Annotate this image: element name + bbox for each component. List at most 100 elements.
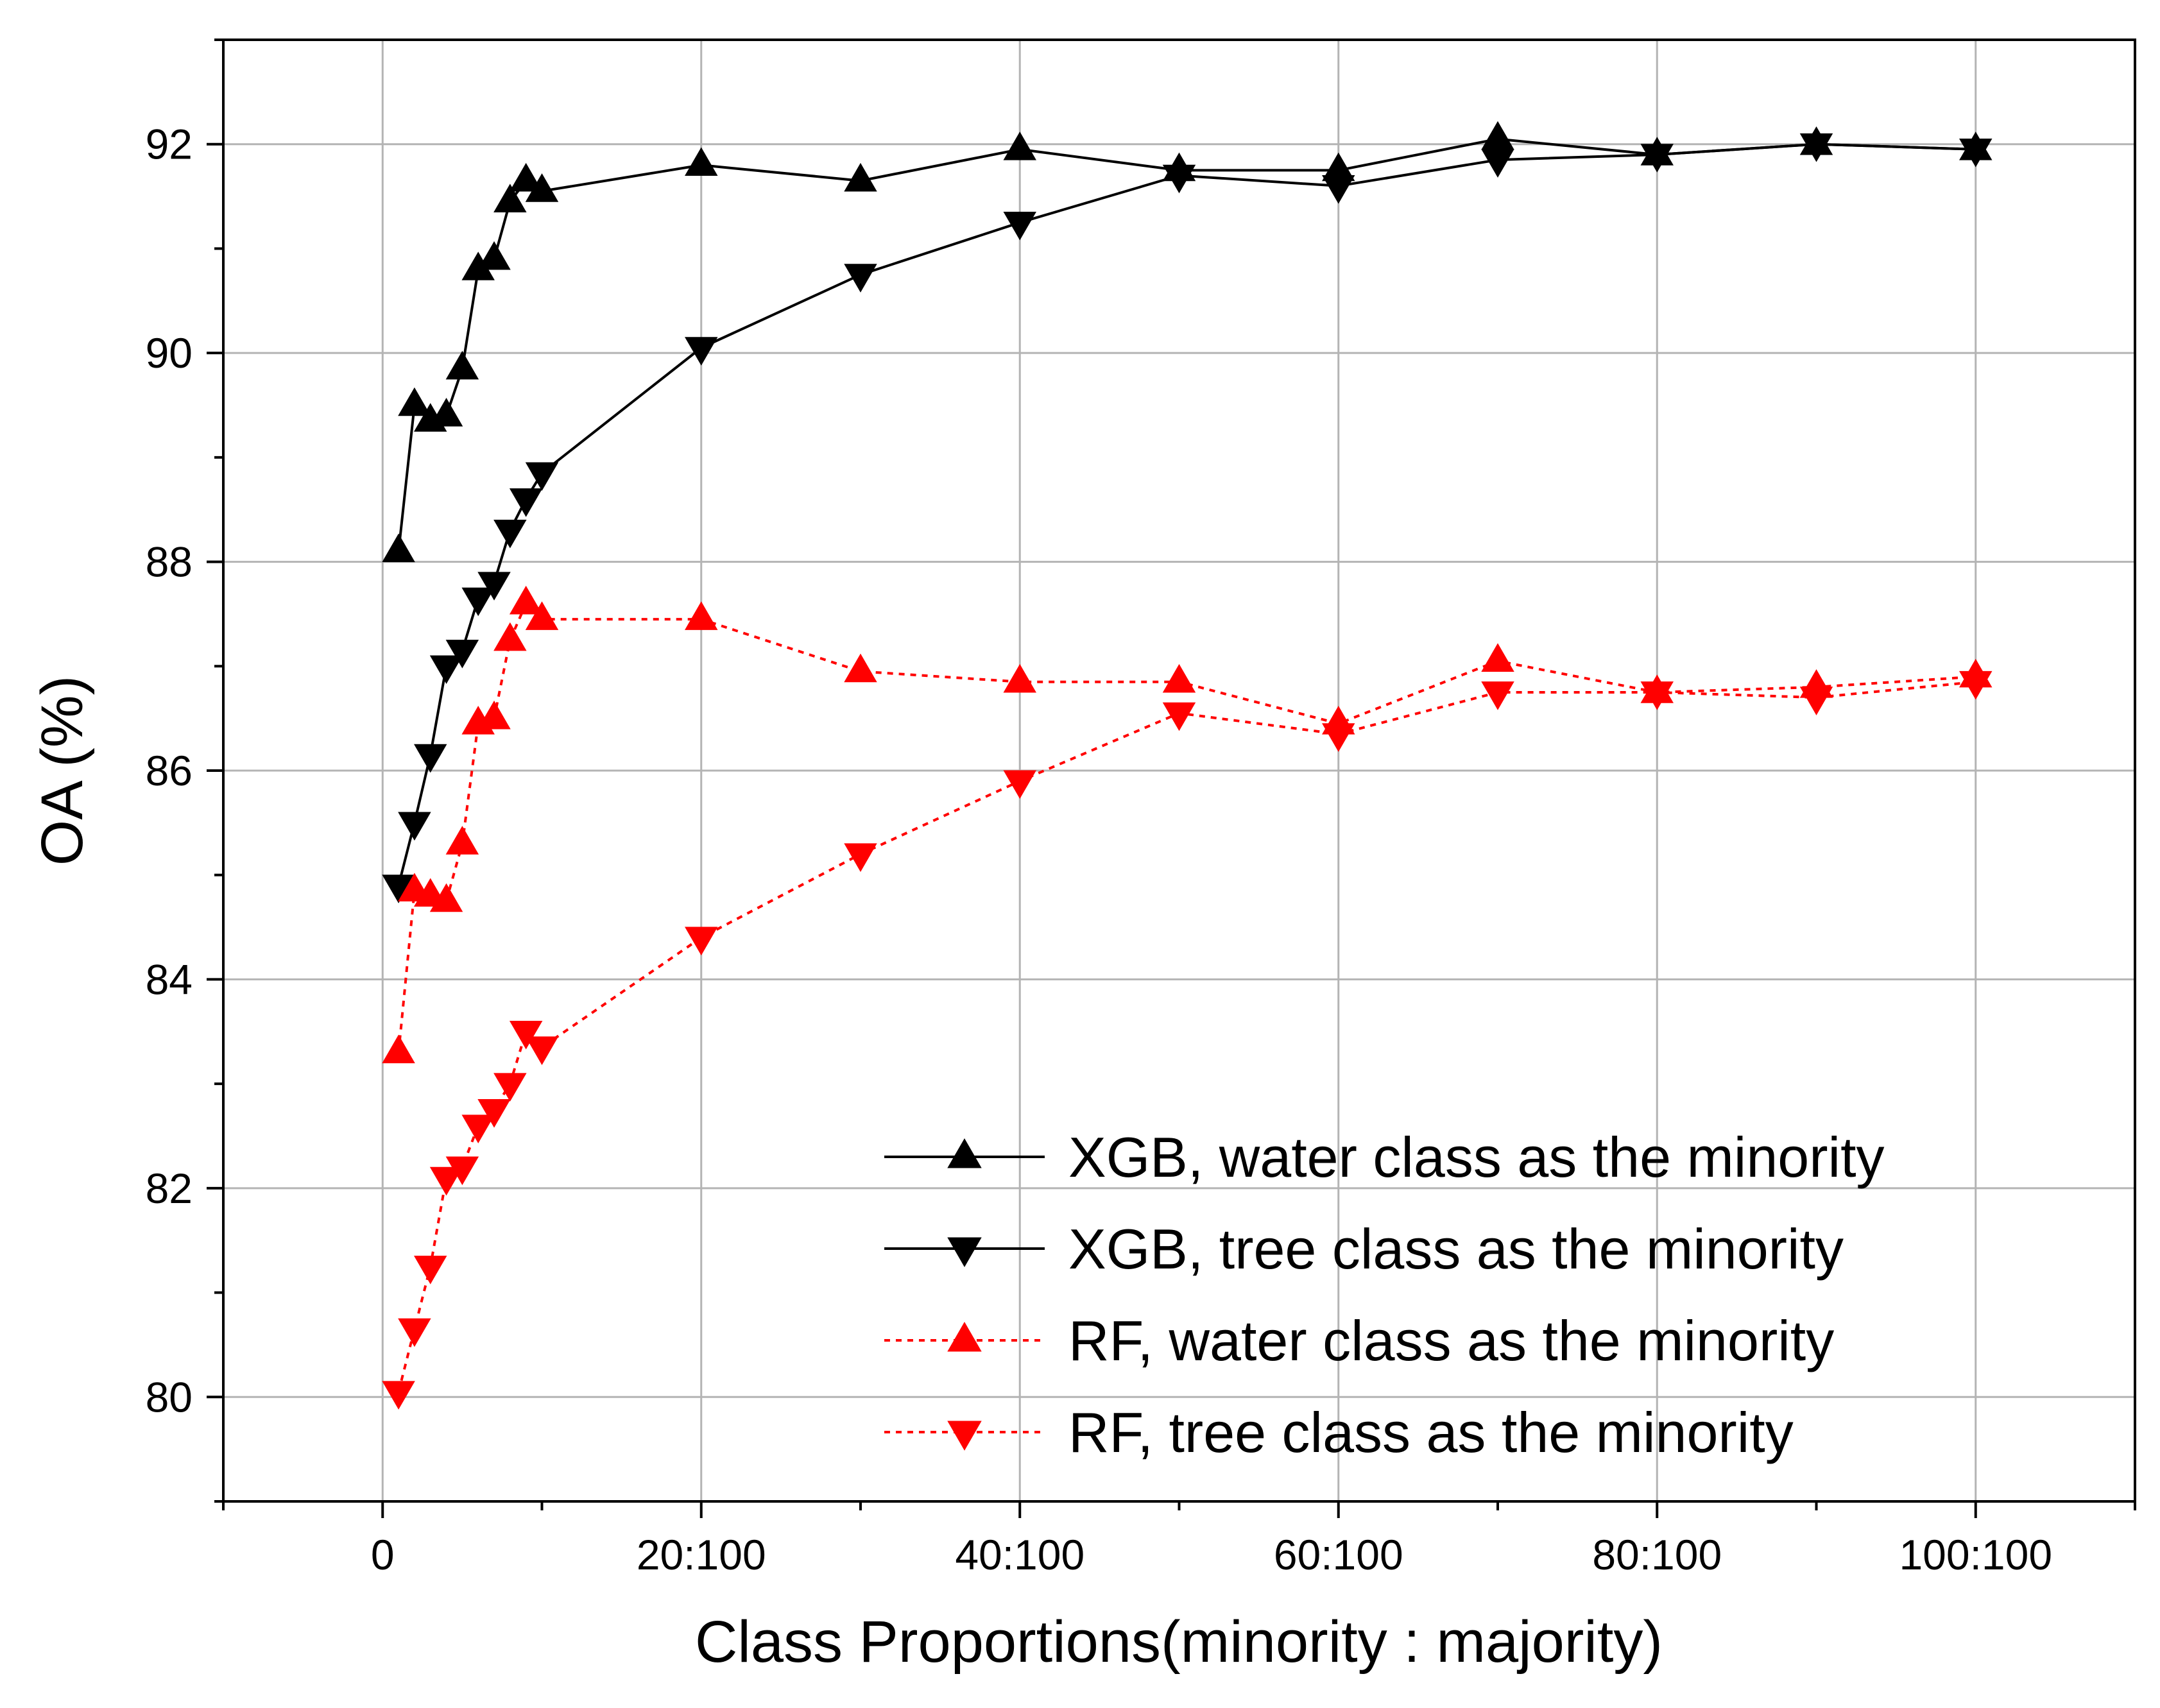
data-point	[382, 533, 415, 563]
data-point	[844, 653, 877, 683]
y-tick-label: 80	[146, 1373, 193, 1421]
x-tick-label: 100:100	[1899, 1531, 2052, 1578]
data-point	[1959, 139, 1993, 167]
series-1	[382, 121, 1993, 563]
series-line	[397, 680, 1976, 1392]
legend-item: RF, tree class as the minority	[884, 1401, 1794, 1464]
data-point	[493, 519, 527, 549]
x-axis-title: Class Proportions(minority : majority)	[695, 1609, 1663, 1675]
data-point	[525, 173, 559, 202]
x-tick-label: 20:100	[637, 1531, 766, 1578]
data-point	[844, 843, 877, 872]
data-point	[477, 241, 511, 270]
data-point	[1799, 133, 1833, 162]
series-line	[397, 137, 1976, 552]
data-point	[509, 162, 543, 192]
legend-label: XGB, water class as the minority	[1068, 1125, 1885, 1189]
data-point	[493, 622, 527, 651]
legend-item: XGB, tree class as the minority	[884, 1217, 1844, 1281]
data-point	[445, 826, 479, 855]
grid	[223, 40, 2135, 1501]
data-point	[1162, 164, 1196, 194]
y-tick-label: 86	[146, 747, 193, 794]
data-point	[1481, 643, 1514, 672]
data-point	[398, 387, 431, 416]
data-point	[1799, 687, 1833, 715]
data-point	[685, 147, 718, 176]
legend-marker	[947, 1237, 982, 1267]
axis-ticks	[207, 38, 2136, 1518]
series-layer	[382, 121, 1993, 1410]
data-point	[1640, 681, 1674, 710]
data-point	[413, 1256, 447, 1285]
data-point	[1959, 670, 1993, 700]
data-point	[509, 488, 543, 517]
data-point	[1162, 702, 1196, 731]
data-point	[477, 700, 511, 730]
data-point	[685, 601, 718, 630]
data-point	[429, 1166, 463, 1196]
data-point	[413, 744, 447, 773]
series-2	[382, 133, 1993, 903]
series-line	[397, 601, 1976, 1053]
legend-marker	[947, 1322, 982, 1352]
legend-label: RF, tree class as the minority	[1068, 1401, 1794, 1464]
data-point	[525, 601, 559, 630]
y-tick-label: 88	[146, 538, 193, 586]
data-point	[429, 397, 463, 427]
data-point	[1003, 770, 1036, 799]
data-point	[445, 640, 479, 669]
data-point	[429, 655, 463, 685]
x-tick-label: 40:100	[955, 1531, 1084, 1578]
x-tick-label: 80:100	[1592, 1531, 1722, 1578]
data-point	[1322, 175, 1355, 204]
data-point	[1481, 121, 1514, 150]
data-point	[1322, 723, 1355, 752]
data-point	[844, 264, 877, 293]
data-point	[493, 184, 527, 213]
data-point	[398, 812, 431, 841]
data-point	[493, 1073, 527, 1102]
legend-label: RF, water class as the minority	[1068, 1309, 1834, 1372]
data-point	[685, 337, 718, 366]
data-point	[445, 350, 479, 380]
data-point	[1640, 144, 1674, 173]
data-point	[509, 585, 543, 615]
data-point	[1481, 149, 1514, 178]
data-point	[525, 462, 559, 491]
y-tick-label: 84	[146, 955, 193, 1003]
data-point	[844, 162, 877, 192]
legend-marker	[947, 1138, 982, 1168]
x-tick-label: 60:100	[1274, 1531, 1403, 1578]
data-point	[429, 883, 463, 912]
data-point	[1003, 663, 1036, 693]
legend-item: XGB, water class as the minority	[884, 1125, 1885, 1189]
data-point	[525, 1036, 559, 1065]
y-tick-label: 82	[146, 1165, 193, 1212]
legend-marker	[947, 1421, 982, 1451]
y-tick-label: 92	[146, 121, 193, 168]
series-4	[382, 670, 1993, 1410]
data-point	[477, 1099, 511, 1128]
data-point	[1162, 663, 1196, 693]
x-tick-label: 0	[371, 1531, 395, 1578]
y-tick-label: 90	[146, 329, 193, 377]
y-axis-title: OA (%)	[30, 676, 95, 866]
data-point	[1003, 211, 1036, 241]
data-point	[685, 927, 718, 956]
data-point	[445, 1156, 479, 1186]
data-point	[382, 1034, 415, 1064]
data-point	[461, 1114, 495, 1144]
tick-labels: 0 20:100 40:100 60:100 80:100 100:100 80 82 84 86…	[146, 121, 2052, 1578]
data-point	[461, 587, 495, 617]
data-point	[509, 1020, 543, 1050]
legend: XGB, water class as the minority XGB, tre…	[884, 1125, 1885, 1464]
data-point	[1481, 681, 1514, 710]
data-point	[398, 1318, 431, 1347]
legend-item: RF, water class as the minority	[884, 1309, 1834, 1372]
data-point	[382, 1381, 415, 1410]
data-point	[477, 572, 511, 601]
series-line	[397, 142, 1976, 886]
data-point	[1003, 132, 1036, 160]
